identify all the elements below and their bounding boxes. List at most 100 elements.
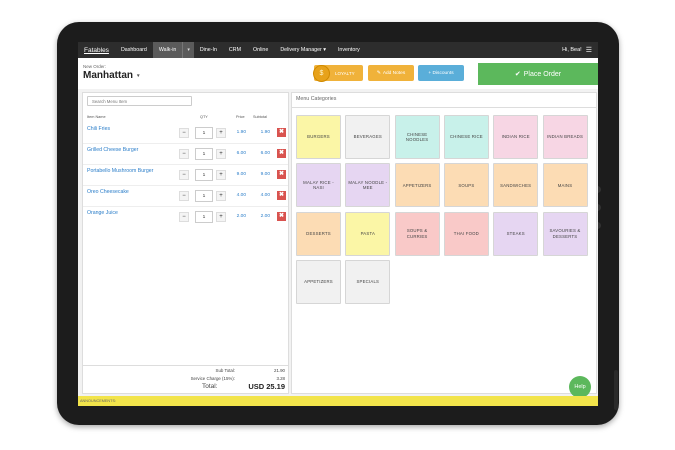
order-header: New Order: Manhattan ▾ $ LOYALTY ✎ Add N… xyxy=(78,58,598,89)
pencil-icon: ✎ xyxy=(376,70,381,76)
category-tile[interactable]: STEAKS xyxy=(493,211,539,256)
decrease-qty-button[interactable]: − xyxy=(179,170,189,180)
increase-qty-button[interactable]: + xyxy=(216,170,226,180)
category-tile[interactable]: SANDWICHES xyxy=(493,163,539,208)
item-subtotal: 1.90 xyxy=(260,130,270,135)
category-tile[interactable]: BEVERAGES xyxy=(345,115,391,159)
loyalty-button[interactable]: $ LOYALTY xyxy=(313,64,363,82)
place-order-button[interactable]: ✔ Place Order xyxy=(478,63,598,85)
nav-walk-in[interactable]: Walk-in xyxy=(152,42,183,58)
category-tile[interactable]: INDIAN RICE xyxy=(493,115,539,159)
remove-item-button[interactable]: ✖ xyxy=(277,212,286,221)
category-tile[interactable]: SAVOURIES & DESSERTS xyxy=(542,211,588,256)
category-tile[interactable]: MALAY NOODLE - MEE xyxy=(345,163,391,208)
item-price: 4.00 xyxy=(236,193,246,198)
item-name[interactable]: Orange Juice xyxy=(87,210,118,216)
category-tile[interactable]: PASTA xyxy=(345,211,391,256)
nav-delivery-manager[interactable]: Delivery Manager ▾ xyxy=(280,47,326,53)
hamburger-menu-icon[interactable]: ☰ xyxy=(585,47,592,54)
category-tile[interactable]: SOUPS xyxy=(443,163,489,208)
item-subtotal: 2.00 xyxy=(260,214,270,219)
menu-categories-title: Menu Categories xyxy=(296,96,337,102)
category-tile[interactable]: INDIAN BREADS xyxy=(542,115,588,159)
new-order-label: New Order: xyxy=(83,64,107,69)
nav-crm[interactable]: CRM xyxy=(228,47,241,53)
remove-item-button[interactable]: ✖ xyxy=(277,191,286,200)
category-tile[interactable]: CHINESE NOODLES xyxy=(394,115,440,159)
category-tile[interactable]: MALAY RICE - NASI xyxy=(296,163,341,208)
order-row: Chili Fries − 1 + 1.90 1.90 ✖ xyxy=(83,122,288,143)
item-name[interactable]: Grilled Cheese Burger xyxy=(87,147,139,153)
loyalty-label: LOYALTY xyxy=(335,70,355,76)
order-row: Oreo Cheesecake − 1 + 4.00 4.00 ✖ xyxy=(83,185,288,206)
category-tile[interactable]: DESSERTS xyxy=(296,211,341,256)
brand-link[interactable]: Fatables xyxy=(84,46,109,54)
category-tile[interactable]: BURGERS xyxy=(296,115,341,159)
column-header-qty: QTY xyxy=(200,115,208,119)
category-tile[interactable]: SPECIALS xyxy=(345,259,391,304)
item-name[interactable]: Chili Fries xyxy=(87,126,111,132)
user-greeting: Hi, Bea! xyxy=(562,47,582,53)
discounts-label: + Discounts xyxy=(428,70,454,76)
qty-field[interactable]: 1 xyxy=(195,169,213,181)
decrease-qty-button[interactable]: − xyxy=(179,149,189,159)
decrease-qty-button[interactable]: − xyxy=(179,191,189,201)
top-nav: Fatables Dashboard Walk-in ▾ Dine-In CRM… xyxy=(78,42,598,58)
order-row: Orange Juice − 1 + 2.00 2.00 ✖ xyxy=(83,206,288,227)
remove-item-button[interactable]: ✖ xyxy=(277,149,286,158)
add-notes-button[interactable]: ✎ Add Notes xyxy=(368,65,414,81)
chevron-down-icon: ▾ xyxy=(137,72,140,79)
item-price: 9.00 xyxy=(236,172,246,177)
place-order-label: Place Order xyxy=(523,70,562,78)
category-tile[interactable]: MAINS xyxy=(542,163,588,208)
totals-divider xyxy=(83,365,288,366)
column-header-subtotal: Subtotal xyxy=(253,115,267,119)
increase-qty-button[interactable]: + xyxy=(216,191,226,201)
nav-inventory[interactable]: Inventory xyxy=(337,47,360,53)
help-button[interactable]: Help xyxy=(569,376,591,398)
announcements-bar: ANNOUNCEMENTS: xyxy=(78,396,598,406)
category-tile[interactable]: THAI FOOD xyxy=(443,211,489,256)
qty-field[interactable]: 1 xyxy=(195,190,213,202)
remove-item-button[interactable]: ✖ xyxy=(277,128,286,137)
coin-icon: $ xyxy=(313,64,330,82)
increase-qty-button[interactable]: + xyxy=(216,128,226,138)
item-name[interactable]: Oreo Cheesecake xyxy=(87,189,129,195)
category-tile[interactable]: APPETIZERS xyxy=(394,163,440,208)
item-price: 1.90 xyxy=(236,130,246,135)
category-tile[interactable]: SOUPS & CURRIES xyxy=(394,211,440,256)
search-menu-input[interactable] xyxy=(87,96,192,106)
category-tile[interactable]: APPETIZERS xyxy=(296,259,341,304)
panel-divider xyxy=(292,107,596,108)
remove-item-button[interactable]: ✖ xyxy=(277,170,286,179)
increase-qty-button[interactable]: + xyxy=(216,149,226,159)
sub-total-label: Sub Total: xyxy=(215,368,235,373)
user-menu[interactable]: Hi, Bea! ☰ xyxy=(562,46,598,54)
row-divider xyxy=(83,164,288,165)
decrease-qty-button[interactable]: − xyxy=(179,128,189,138)
walk-in-dropdown-icon[interactable]: ▾ xyxy=(182,42,194,58)
qty-field[interactable]: 1 xyxy=(195,127,213,139)
sub-total-value: 21.90 xyxy=(274,368,285,373)
qty-field[interactable]: 1 xyxy=(195,148,213,160)
increase-qty-button[interactable]: + xyxy=(216,212,226,222)
item-name[interactable]: Portabello Mushroom Burger xyxy=(87,168,154,174)
nav-online[interactable]: Online xyxy=(253,47,269,53)
category-tile[interactable]: CHINESE RICE xyxy=(443,115,489,159)
location-name: Manhattan xyxy=(83,70,133,81)
row-divider xyxy=(83,185,288,186)
pos-screen: Fatables Dashboard Walk-in ▾ Dine-In CRM… xyxy=(78,42,598,406)
qty-field[interactable]: 1 xyxy=(195,211,213,223)
order-row: Grilled Cheese Burger − 1 + 6.00 6.00 ✖ xyxy=(83,143,288,164)
nav-dashboard[interactable]: Dashboard xyxy=(120,47,147,53)
location-selector[interactable]: Manhattan ▾ xyxy=(83,70,140,81)
service-charge-label: Service Charge (15%): xyxy=(190,376,235,381)
column-header-item-name: Item Name xyxy=(87,115,106,119)
total-value: USD 25.19 xyxy=(248,382,285,391)
item-price: 6.00 xyxy=(236,151,246,156)
nav-dine-in[interactable]: Dine-In xyxy=(199,47,217,53)
discounts-button[interactable]: + Discounts xyxy=(418,65,464,81)
decrease-qty-button[interactable]: − xyxy=(179,212,189,222)
item-subtotal: 9.00 xyxy=(260,172,270,177)
column-header-price: Price xyxy=(236,115,245,119)
